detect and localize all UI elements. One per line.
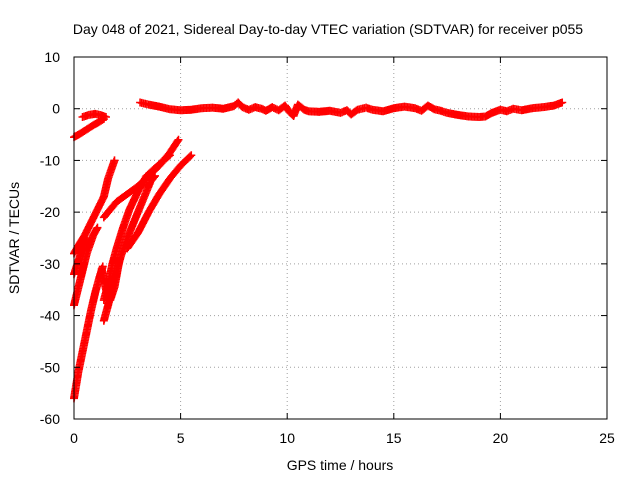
- y-tick-label: -30: [40, 256, 60, 272]
- series-arc-j: [97, 259, 123, 305]
- data-point: [93, 223, 102, 232]
- chart-title: Day 048 of 2021, Sidereal Day-to-day VTE…: [73, 21, 583, 37]
- data-point: [164, 152, 173, 161]
- data-point: [165, 151, 174, 160]
- x-tick-label: 5: [177, 430, 185, 446]
- x-axis-label: GPS time / hours: [287, 457, 394, 473]
- series-arc-c: [70, 223, 102, 310]
- series-arc-main: [136, 98, 567, 121]
- y-tick-label: 10: [44, 49, 60, 65]
- data-point: [101, 112, 110, 121]
- x-tick-label: 25: [599, 430, 615, 446]
- data-point: [173, 137, 182, 146]
- y-tick-label: -20: [40, 204, 60, 220]
- series-arc-f: [99, 156, 119, 201]
- data-point: [558, 98, 567, 107]
- x-tick-label: 10: [279, 430, 295, 446]
- x-tick-label: 0: [70, 430, 78, 446]
- y-tick-label: 0: [52, 101, 60, 117]
- plot-frame: [73, 56, 608, 420]
- axis-ticks: 0 5 10 15 20 25 10 0 -10 -20 -30 -40 -50 -60: [40, 49, 615, 446]
- series-arc-early-flat: [78, 109, 110, 121]
- x-tick-label: 20: [493, 430, 509, 446]
- data-point: [151, 171, 160, 180]
- y-axis-label: SDTVAR / TECUs: [6, 182, 22, 294]
- data-point: [149, 173, 158, 182]
- series-arc-early-top: [70, 115, 108, 142]
- y-tick-label: -10: [40, 152, 60, 168]
- data-point: [174, 135, 183, 144]
- y-tick-label: -50: [40, 359, 60, 375]
- series-arc-i: [123, 151, 196, 253]
- data-point: [186, 152, 195, 161]
- x-tick-label: 15: [386, 430, 402, 446]
- data-series: [70, 98, 567, 403]
- data-point: [187, 151, 196, 160]
- y-tick-label: -40: [40, 308, 60, 324]
- data-point: [114, 259, 123, 268]
- y-tick-label: -60: [40, 411, 60, 427]
- data-point: [110, 156, 119, 165]
